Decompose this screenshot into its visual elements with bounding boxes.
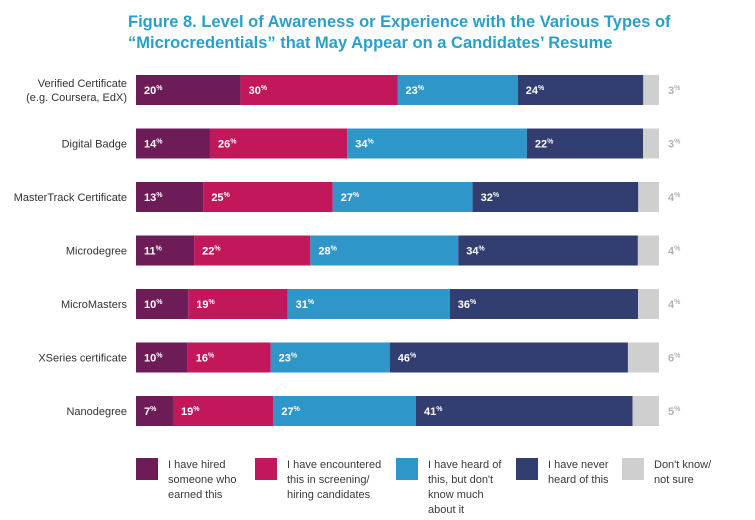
- data-label-mastertrack-certificate-s3: 32%: [481, 192, 500, 204]
- bar-segment-verified-certificate-s1: [240, 75, 398, 105]
- category-label-nanodegree: Nanodegree: [66, 406, 127, 418]
- data-label-microdegree-s3: 34%: [466, 246, 485, 258]
- chart-title-line-1: Figure 8. Level of Awareness or Experien…: [128, 13, 671, 31]
- legend-label-hired: I have hired someone who earned this: [168, 459, 237, 501]
- bar-segment-xseries-certificate-s1: [187, 342, 271, 373]
- bar-segment-xseries-certificate-s0: [136, 342, 188, 373]
- data-label-verified-certificate-s1: 30%: [249, 85, 268, 97]
- bar-segment-microdegree-s1: [194, 235, 311, 266]
- data-label-nanodegree-s3: 41%: [424, 406, 443, 418]
- data-label-mastertrack-certificate-s4: 4%: [668, 192, 681, 204]
- bar-segment-mastertrack-certificate-s3: [472, 182, 639, 212]
- category-label-digital-badge: Digital Badge: [62, 139, 127, 151]
- legend-swatch-hired: [136, 458, 158, 480]
- legend-item-heard-of: I have heard of this, but don't know muc…: [396, 458, 501, 518]
- bar-segment-nanodegree-s0: [136, 396, 173, 426]
- data-label-micromasters-s3: 36%: [458, 299, 477, 311]
- data-label-microdegree-s1: 22%: [202, 246, 221, 258]
- data-label-xseries-certificate-s2: 23%: [279, 353, 298, 365]
- bar-segment-digital-badge-s0: [136, 128, 210, 159]
- data-label-nanodegree-s1: 19%: [181, 406, 200, 418]
- legend-swatch-heard-of: [396, 458, 418, 480]
- legend-item-hired: I have hired someone who earned this: [136, 458, 237, 503]
- legend-swatch-encountered: [255, 458, 277, 480]
- legend-swatch-never-heard: [516, 458, 538, 480]
- data-label-micromasters-s4: 4%: [668, 299, 681, 311]
- data-label-verified-certificate-s4: 3%: [668, 85, 681, 97]
- legend-swatch-not-sure: [622, 458, 644, 480]
- bar-segment-micromasters-s2: [287, 289, 450, 319]
- data-label-xseries-certificate-s4: 6%: [668, 353, 681, 365]
- category-label-verified-certificate: Verified Certificate (e.g. Coursera, EdX): [26, 78, 127, 104]
- bar-segment-microdegree-s3: [458, 235, 638, 266]
- data-label-digital-badge-s2: 34%: [355, 139, 374, 151]
- bar-segment-mastertrack-certificate-s4: [638, 182, 659, 212]
- bar-segment-nanodegree-s3: [415, 396, 633, 426]
- data-label-verified-certificate-s0: 20%: [144, 85, 163, 97]
- legend-label-heard-of: I have heard of this, but don't know muc…: [428, 459, 502, 516]
- bar-segment-micromasters-s0: [136, 289, 189, 319]
- bar-segment-micromasters-s1: [188, 289, 288, 319]
- data-label-micromasters-s2: 31%: [296, 299, 315, 311]
- legend-item-encountered: I have encountered this in screening/ hi…: [255, 458, 381, 503]
- bar-segment-verified-certificate-s4: [643, 75, 659, 105]
- bar-segment-microdegree-s2: [310, 235, 459, 266]
- bar-segment-microdegree-s0: [136, 235, 195, 266]
- legend-item-never-heard: I have never heard of this: [516, 458, 609, 488]
- bar-segment-micromasters-s4: [638, 289, 659, 319]
- bar-segment-microdegree-s4: [637, 235, 659, 266]
- stacked-bar-chart: Verified Certificate (e.g. Coursera, EdX)…: [14, 75, 681, 426]
- data-label-nanodegree-s4: 5%: [668, 406, 681, 418]
- data-label-digital-badge-s3: 22%: [535, 139, 554, 151]
- data-label-xseries-certificate-s1: 16%: [196, 353, 215, 365]
- bar-segment-xseries-certificate-s4: [627, 342, 659, 373]
- bar-segment-verified-certificate-s0: [136, 75, 241, 105]
- data-label-verified-certificate-s2: 23%: [406, 85, 425, 97]
- data-label-digital-badge-s4: 3%: [668, 139, 681, 151]
- bar-segment-verified-certificate-s3: [517, 75, 644, 105]
- bar-segment-mastertrack-certificate-s0: [136, 182, 204, 212]
- category-label-xseries-certificate: XSeries certificate: [38, 353, 127, 365]
- data-label-xseries-certificate-s3: 46%: [398, 353, 417, 365]
- data-label-xseries-certificate-s0: 10%: [144, 353, 163, 365]
- legend-label-never-heard: I have never heard of this: [548, 459, 609, 486]
- legend-label-encountered: I have encountered this in screening/ hi…: [287, 459, 382, 501]
- data-label-digital-badge-s0: 14%: [144, 139, 163, 151]
- data-label-microdegree-s2: 28%: [318, 246, 337, 258]
- data-label-micromasters-s1: 19%: [196, 299, 215, 311]
- bar-segment-digital-badge-s2: [347, 128, 527, 159]
- bar-segment-digital-badge-s1: [209, 128, 348, 159]
- data-label-mastertrack-certificate-s0: 13%: [144, 192, 163, 204]
- data-label-mastertrack-certificate-s1: 25%: [211, 192, 230, 204]
- category-label-mastertrack-certificate: MasterTrack Certificate: [14, 192, 127, 204]
- bar-segment-xseries-certificate-s2: [270, 342, 390, 373]
- bar-segment-mastertrack-certificate-s2: [332, 182, 473, 212]
- bar-segment-nanodegree-s1: [172, 396, 274, 426]
- bar-segment-verified-certificate-s2: [397, 75, 518, 105]
- bar-segment-mastertrack-certificate-s1: [203, 182, 333, 212]
- chart-title: Figure 8. Level of Awareness or Experien…: [128, 12, 728, 54]
- category-label-microdegree: Microdegree: [66, 246, 127, 258]
- legend-item-not-sure: Don't know/ not sure: [622, 458, 711, 488]
- bar-segment-nanodegree-s4: [632, 396, 659, 426]
- data-label-nanodegree-s0: 7%: [144, 406, 157, 418]
- data-label-mastertrack-certificate-s2: 27%: [341, 192, 360, 204]
- bar-segment-xseries-certificate-s3: [389, 342, 628, 373]
- bar-segment-digital-badge-s4: [643, 128, 659, 159]
- chart-title-line-2: “Microcredentials” that May Appear on a …: [128, 34, 613, 52]
- data-label-microdegree-s4: 4%: [668, 246, 681, 258]
- bar-segment-micromasters-s3: [449, 289, 639, 319]
- legend-label-not-sure: Don't know/ not sure: [654, 459, 712, 486]
- category-label-micromasters: MicroMasters: [61, 299, 128, 311]
- data-label-digital-badge-s1: 26%: [218, 139, 237, 151]
- bar-segment-digital-badge-s3: [526, 128, 644, 159]
- chart-legend: I have hired someone who earned this I h…: [0, 458, 755, 518]
- data-label-micromasters-s0: 10%: [144, 299, 163, 311]
- data-label-microdegree-s0: 11%: [144, 246, 163, 258]
- data-label-nanodegree-s2: 27%: [281, 406, 300, 418]
- data-label-verified-certificate-s3: 24%: [526, 85, 545, 97]
- bar-segment-nanodegree-s2: [273, 396, 416, 426]
